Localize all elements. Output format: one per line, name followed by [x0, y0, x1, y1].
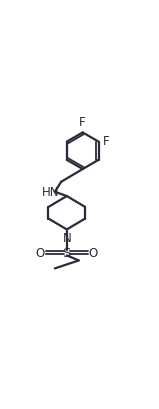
Text: N: N — [62, 232, 71, 245]
Text: F: F — [103, 135, 110, 148]
Text: F: F — [79, 116, 86, 129]
Text: HN: HN — [42, 185, 60, 198]
Text: O: O — [36, 246, 45, 259]
Text: S: S — [63, 246, 71, 259]
Text: O: O — [89, 246, 98, 259]
